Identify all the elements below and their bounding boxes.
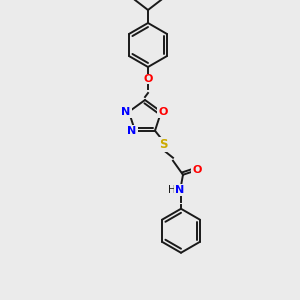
Text: N: N — [128, 126, 136, 136]
Text: H: H — [168, 185, 176, 195]
Text: O: O — [158, 107, 168, 117]
Text: O: O — [192, 165, 202, 175]
Text: N: N — [176, 185, 184, 195]
Text: N: N — [121, 107, 130, 117]
Text: O: O — [143, 74, 153, 84]
Text: S: S — [159, 138, 167, 151]
